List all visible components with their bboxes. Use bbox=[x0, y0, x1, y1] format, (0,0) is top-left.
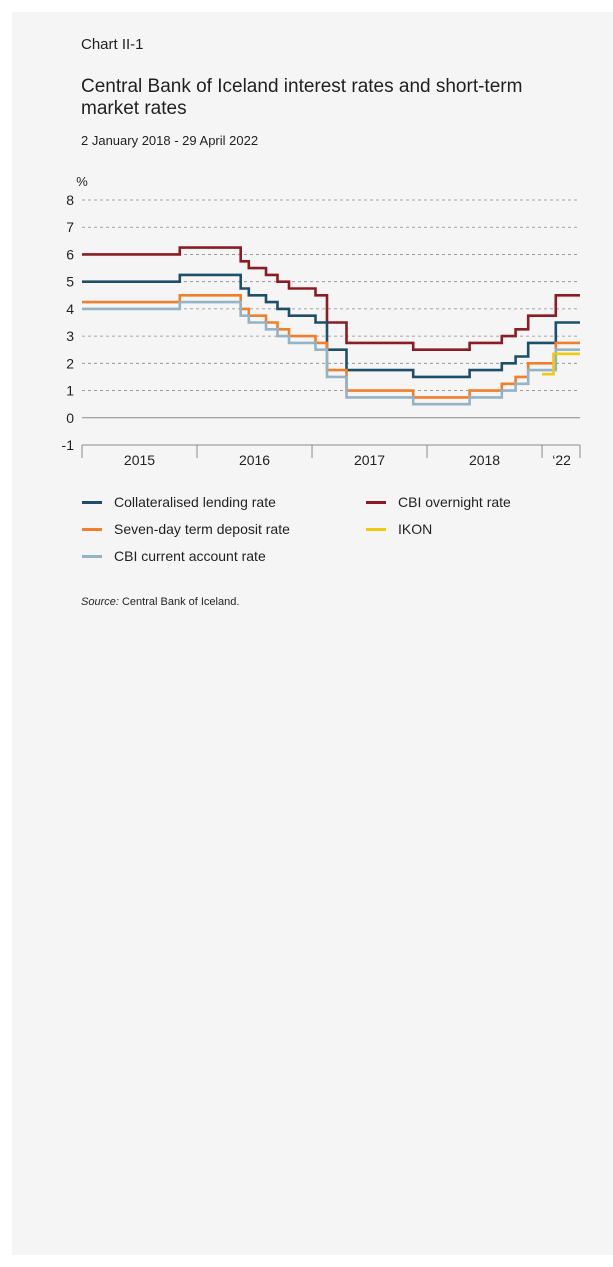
legend-item-collateralised: Collateralised lending rate bbox=[82, 494, 276, 510]
y-tick-label: 4 bbox=[66, 301, 74, 317]
chart-number: Chart II-1 bbox=[81, 36, 144, 53]
y-tick-label: 1 bbox=[66, 383, 74, 399]
legend-swatch-ikon bbox=[366, 527, 386, 531]
y-axis-unit: % bbox=[76, 174, 88, 189]
legend-swatch-seven-day bbox=[82, 527, 102, 531]
source-text: Central Bank of Iceland. bbox=[121, 596, 240, 608]
legend-label-collateralised: Collateralised lending rate bbox=[114, 494, 276, 510]
chart-panel bbox=[12, 12, 613, 1255]
y-tick-label: 7 bbox=[66, 219, 74, 235]
chart-title: Central Bank of Iceland interest rates a… bbox=[81, 76, 523, 119]
y-tick-label: 6 bbox=[66, 246, 74, 262]
y-tick-label: 5 bbox=[66, 274, 74, 290]
series-line-seven_day bbox=[82, 294, 580, 399]
legend-swatch-overnight bbox=[366, 500, 386, 504]
legend-label-seven-day: Seven-day term deposit rate bbox=[114, 521, 290, 537]
x-tick-label: 2016 bbox=[239, 452, 270, 468]
x-tick-label: ‘22 bbox=[552, 452, 571, 468]
source-note: Source: Central Bank of Iceland. bbox=[81, 596, 239, 608]
series-line-overnight bbox=[82, 246, 580, 351]
legend-item-overnight: CBI overnight rate bbox=[366, 494, 511, 510]
y-tick-label: -1 bbox=[62, 437, 75, 453]
legend-swatch-collateralised bbox=[82, 500, 102, 504]
legend-item-current-account: CBI current account rate bbox=[82, 548, 266, 564]
chart-subtitle: 2 January 2018 - 29 April 2022 bbox=[81, 133, 259, 148]
y-tick-label: 2 bbox=[66, 355, 74, 371]
legend-label-current-account: CBI current account rate bbox=[114, 548, 266, 564]
y-tick-label: 3 bbox=[66, 328, 74, 344]
chart-svg: %8 7 6 5 4 3 2 1 0 -1 2015 2016 2017 2018 ‘22 bbox=[62, 174, 581, 468]
x-tick-label: 2015 bbox=[124, 452, 155, 468]
x-tick-label: 2017 bbox=[354, 452, 385, 468]
legend-item-seven-day: Seven-day term deposit rate bbox=[82, 521, 290, 537]
legend-item-ikon: IKON bbox=[366, 521, 432, 537]
legend-label-overnight: CBI overnight rate bbox=[398, 494, 511, 510]
series-line-current_account bbox=[82, 300, 580, 406]
y-tick-label: 0 bbox=[66, 410, 74, 426]
y-tick-label: 8 bbox=[66, 192, 74, 208]
x-tick-label: 2018 bbox=[469, 452, 500, 468]
series-line-collateralised bbox=[82, 273, 580, 379]
legend-swatch-current-account bbox=[82, 554, 102, 558]
legend-label-ikon: IKON bbox=[398, 521, 433, 537]
source-label: Source: bbox=[81, 596, 119, 608]
series-line-ikon bbox=[542, 352, 580, 376]
